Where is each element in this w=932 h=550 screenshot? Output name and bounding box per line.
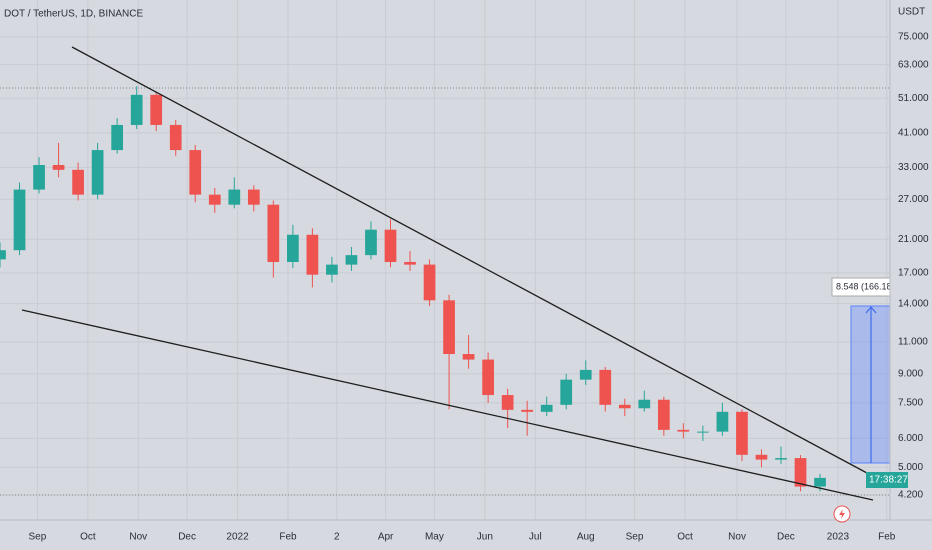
- y-tick-label: 11.000: [898, 337, 928, 348]
- price-axis: [890, 0, 932, 550]
- candle-body: [52, 165, 65, 170]
- candle-body: [618, 404, 631, 409]
- candle-body: [306, 234, 319, 275]
- y-tick-label: 4.200: [898, 490, 923, 501]
- countdown-tag: [866, 472, 908, 488]
- countdown: 17:38:27: [869, 475, 908, 486]
- x-tick-label: Nov: [129, 532, 147, 543]
- measure-label: 8.548 (166.18%) 8: [836, 281, 910, 291]
- candle-body: [697, 431, 709, 433]
- x-tick-label: Oct: [677, 532, 693, 543]
- y-tick-label: 5.000: [898, 462, 923, 473]
- y-tick-label: 7.500: [898, 398, 923, 409]
- x-tick-label: 2022: [226, 532, 249, 543]
- candle-body: [482, 359, 494, 396]
- x-tick-label: Sep: [626, 532, 644, 543]
- candle-body: [501, 395, 514, 410]
- upper-trendline: [71, 46, 881, 481]
- x-tick-label: Sep: [29, 532, 47, 543]
- x-tick-label: Jun: [477, 532, 493, 543]
- candle-body: [267, 204, 280, 262]
- measure-arrow-head: [865, 306, 877, 314]
- candle-body: [169, 124, 182, 151]
- y-tick-label: 41.000: [898, 128, 929, 139]
- candle-body: [13, 189, 26, 251]
- candle-body: [365, 229, 377, 256]
- candle-body: [579, 369, 592, 380]
- candle-body: [287, 234, 299, 262]
- candle-body: [228, 189, 241, 205]
- axis-unit: USDT: [898, 7, 925, 18]
- candle-body: [462, 354, 475, 360]
- candle-body: [208, 194, 221, 205]
- chart-title: DOT / TetherUS, 1D, BINANCE: [4, 9, 143, 20]
- candle-body: [716, 411, 729, 432]
- candle-body: [794, 458, 807, 487]
- x-tick-label: May: [425, 532, 444, 543]
- candle-body: [657, 399, 670, 430]
- x-tick-label: 2023: [827, 532, 850, 543]
- x-tick-label: Feb: [279, 532, 297, 543]
- y-tick-label: 33.000: [898, 162, 929, 173]
- candle-body: [247, 189, 260, 205]
- x-tick-label: Apr: [378, 532, 394, 543]
- y-tick-label: 14.000: [898, 298, 929, 309]
- y-tick-label: 63.000: [898, 59, 929, 70]
- candle-body: [111, 124, 124, 151]
- candle-body: [775, 458, 787, 460]
- candle-body: [736, 411, 748, 455]
- x-tick-label: Jul: [529, 532, 542, 543]
- y-tick-label: 27.000: [898, 194, 929, 205]
- candle-body: [33, 165, 45, 190]
- candle-body: [521, 409, 534, 412]
- candle-body: [384, 229, 397, 262]
- candle-body: [677, 429, 690, 432]
- y-tick-label: 6.000: [898, 433, 923, 444]
- candle-body: [540, 404, 553, 412]
- candle-body: [189, 150, 202, 195]
- candle-body: [150, 94, 163, 125]
- candle-body: [345, 255, 358, 265]
- x-tick-label: 2: [334, 532, 340, 543]
- lower-trendline: [21, 309, 874, 501]
- x-tick-label: Nov: [728, 532, 746, 543]
- candles: [0, 86, 826, 492]
- candle-body: [0, 250, 6, 260]
- x-tick-label: Oct: [80, 532, 96, 543]
- y-tick-label: 17.000: [898, 267, 929, 278]
- candle-body: [423, 264, 436, 301]
- y-tick-label: 51.000: [898, 93, 929, 104]
- candle-body: [638, 399, 651, 409]
- candle-body: [130, 94, 143, 125]
- y-tick-label: 75.000: [898, 32, 929, 43]
- candle-body: [443, 300, 455, 355]
- candle-body: [599, 369, 612, 405]
- x-tick-label: Dec: [178, 532, 196, 543]
- candle-body: [560, 379, 573, 405]
- y-tick-label: 21.000: [898, 234, 929, 245]
- event-icon-bolt: [839, 509, 845, 519]
- candle-body: [404, 261, 416, 265]
- candle-body: [91, 150, 104, 195]
- candle-body: [326, 264, 338, 275]
- candle-body: [755, 454, 768, 460]
- candle-body: [72, 169, 84, 195]
- x-tick-label: Aug: [577, 532, 595, 543]
- y-tick-label: 9.000: [898, 369, 923, 380]
- x-tick-label: Feb: [878, 532, 896, 543]
- candle-body: [814, 477, 826, 487]
- x-tick-label: Dec: [777, 532, 795, 543]
